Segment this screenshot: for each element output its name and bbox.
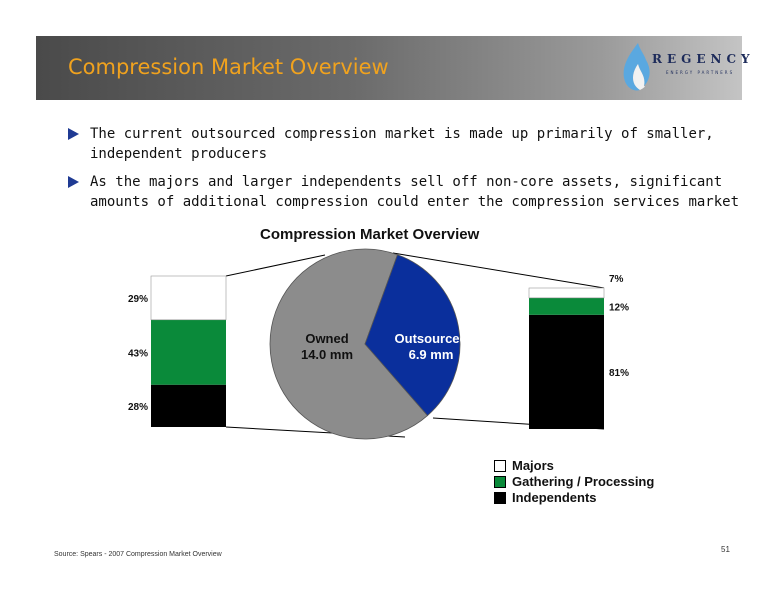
triangle-bullet-icon xyxy=(68,176,79,188)
bar-segment-owned-majors xyxy=(150,275,227,321)
pie-label-owned: Owned xyxy=(305,331,348,346)
legend-item-majors: Majors xyxy=(494,458,654,474)
legend-swatch-majors xyxy=(494,460,506,472)
bullet-item: As the majors and larger independents se… xyxy=(68,172,748,212)
flame-icon xyxy=(623,43,650,91)
connector-line xyxy=(392,252,605,289)
bar-segment-outsourced-gathering xyxy=(529,297,604,315)
logo-subtext: ENERGY PARTNERS xyxy=(666,70,735,75)
chart-title: Compression Market Overview xyxy=(260,226,480,243)
pie-value-owned: 14.0 mm xyxy=(301,347,353,362)
legend-label: Majors xyxy=(512,458,554,473)
pie-slice-owned xyxy=(269,248,429,440)
regency-logo: REGENCY ENERGY PARTNERS xyxy=(618,40,750,96)
pie-slice-outsourced xyxy=(364,254,461,417)
bar-data-label: 7% xyxy=(609,274,624,285)
connector-line xyxy=(225,254,326,277)
bar-data-label: 43% xyxy=(128,348,148,359)
header-banner: Compression Market Overview REGENCY ENER… xyxy=(36,36,750,100)
legend-item-gathering: Gathering / Processing xyxy=(494,474,654,490)
bar-segment-outsourced-majors xyxy=(528,287,605,299)
pie-label-outsourced: Outsourced xyxy=(395,331,468,346)
bar-segment-owned-gathering xyxy=(151,319,226,385)
bar-data-label: 29% xyxy=(128,294,148,305)
bullet-item: The current outsourced compression marke… xyxy=(68,124,748,164)
bar-data-label: 81% xyxy=(609,368,629,379)
logo-text: REGENCY xyxy=(652,52,755,66)
bar-segment-owned-independents xyxy=(151,384,226,427)
legend-label: Independents xyxy=(512,490,597,505)
bullet-text: The current outsourced compression marke… xyxy=(90,126,714,162)
legend-label: Gathering / Processing xyxy=(512,474,655,489)
legend-swatch-gathering xyxy=(494,476,506,488)
pie-value-outsourced: 6.9 mm xyxy=(409,347,454,362)
bar-data-label: 12% xyxy=(609,302,629,313)
legend-swatch-independents xyxy=(494,492,506,504)
bar-segment-outsourced-independents xyxy=(529,314,604,429)
legend-item-independents: Independents xyxy=(494,490,654,506)
triangle-bullet-icon xyxy=(68,128,79,140)
bullet-text: As the majors and larger independents se… xyxy=(90,174,740,210)
chart-legend: Majors Gathering / Processing Independen… xyxy=(494,458,654,506)
bullet-list: The current outsourced compression marke… xyxy=(68,124,748,220)
page-number: 51 xyxy=(721,545,730,554)
page-title: Compression Market Overview xyxy=(68,55,389,79)
source-note: Source: Spears - 2007 Compression Market… xyxy=(54,551,222,558)
bar-data-label: 28% xyxy=(128,402,148,413)
